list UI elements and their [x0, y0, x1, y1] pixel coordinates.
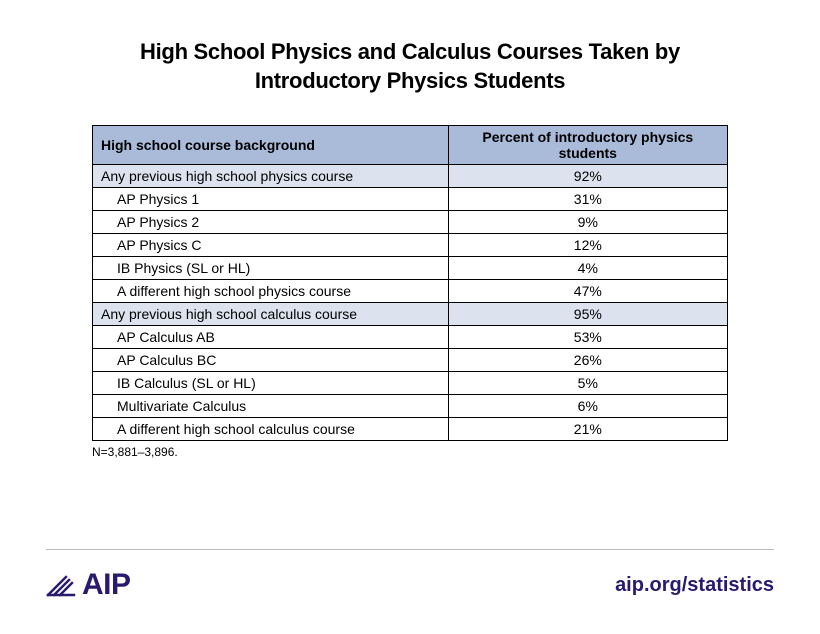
row-value: 21% [448, 418, 727, 441]
title-line-1: High School Physics and Calculus Courses… [140, 39, 680, 64]
column-header-percent: Percent of introductory physics students [448, 126, 727, 165]
row-label: Any previous high school calculus course [93, 303, 449, 326]
footer: AIP aip.org/statistics [0, 549, 820, 602]
table-body: Any previous high school physics course9… [93, 165, 728, 441]
row-label: AP Calculus AB [93, 326, 449, 349]
table-row: Any previous high school physics course9… [93, 165, 728, 188]
row-value: 12% [448, 234, 727, 257]
table-row: AP Physics 131% [93, 188, 728, 211]
table-row: Multivariate Calculus6% [93, 395, 728, 418]
course-table: High school course background Percent of… [92, 125, 728, 441]
row-value: 31% [448, 188, 727, 211]
table-row: AP Physics 29% [93, 211, 728, 234]
row-value: 4% [448, 257, 727, 280]
row-label: AP Physics 1 [93, 188, 449, 211]
table-row: AP Calculus BC26% [93, 349, 728, 372]
row-label: Any previous high school physics course [93, 165, 449, 188]
row-value: 92% [448, 165, 727, 188]
row-label: IB Physics (SL or HL) [93, 257, 449, 280]
row-label: A different high school calculus course [93, 418, 449, 441]
aip-logo: AIP [46, 568, 131, 602]
table-row: AP Calculus AB53% [93, 326, 728, 349]
column-header-background: High school course background [93, 126, 449, 165]
footer-row: AIP aip.org/statistics [46, 568, 774, 602]
row-value: 26% [448, 349, 727, 372]
row-value: 9% [448, 211, 727, 234]
aip-logo-icon [46, 573, 76, 597]
row-label: Multivariate Calculus [93, 395, 449, 418]
row-value: 47% [448, 280, 727, 303]
table-row: A different high school physics course47… [93, 280, 728, 303]
title-line-2: Introductory Physics Students [255, 68, 565, 93]
footnote: N=3,881–3,896. [0, 441, 820, 459]
row-label: AP Calculus BC [93, 349, 449, 372]
table-row: AP Physics C12% [93, 234, 728, 257]
row-value: 95% [448, 303, 727, 326]
row-label: AP Physics C [93, 234, 449, 257]
table-row: A different high school calculus course2… [93, 418, 728, 441]
row-label: IB Calculus (SL or HL) [93, 372, 449, 395]
row-value: 5% [448, 372, 727, 395]
table-container: High school course background Percent of… [0, 95, 820, 441]
row-label: AP Physics 2 [93, 211, 449, 234]
table-row: IB Calculus (SL or HL)5% [93, 372, 728, 395]
footer-url: aip.org/statistics [615, 574, 774, 597]
row-value: 6% [448, 395, 727, 418]
footer-divider [46, 549, 774, 550]
table-header-row: High school course background Percent of… [93, 126, 728, 165]
page-title: High School Physics and Calculus Courses… [0, 0, 820, 95]
table-row: IB Physics (SL or HL)4% [93, 257, 728, 280]
table-row: Any previous high school calculus course… [93, 303, 728, 326]
row-label: A different high school physics course [93, 280, 449, 303]
aip-logo-text: AIP [82, 568, 131, 602]
row-value: 53% [448, 326, 727, 349]
